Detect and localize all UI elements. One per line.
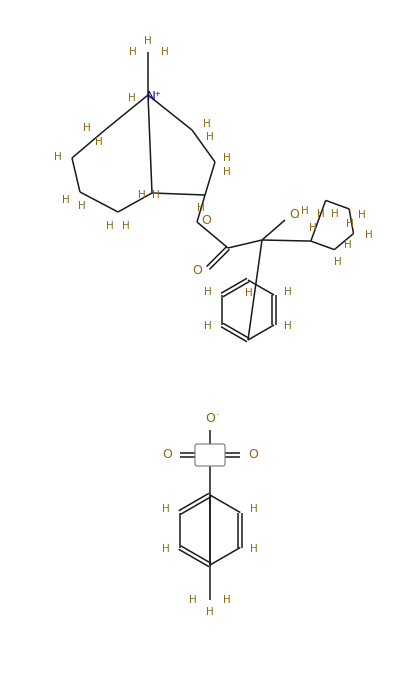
Text: H: H <box>317 210 324 220</box>
Text: H: H <box>344 239 352 249</box>
Text: H: H <box>78 201 86 211</box>
Text: H: H <box>144 36 152 46</box>
Text: H: H <box>309 223 317 233</box>
Text: H: H <box>358 210 366 220</box>
Text: H: H <box>162 504 170 514</box>
Text: H: H <box>284 287 292 297</box>
Text: O: O <box>205 412 215 425</box>
Text: H: H <box>206 607 214 617</box>
Text: H: H <box>152 190 160 200</box>
Text: H: H <box>346 219 354 229</box>
Text: H: H <box>364 230 372 239</box>
Text: H: H <box>206 132 214 142</box>
Text: H: H <box>301 206 309 216</box>
Text: H: H <box>138 190 146 200</box>
Text: H: H <box>250 544 258 554</box>
Text: H: H <box>197 203 205 213</box>
Text: H: H <box>122 221 130 231</box>
Text: H: H <box>106 221 114 231</box>
Text: ·: · <box>297 213 300 223</box>
Text: H: H <box>203 119 211 129</box>
Text: O: O <box>192 264 202 278</box>
Text: O: O <box>201 214 211 228</box>
Text: H: H <box>250 504 258 514</box>
Text: H: H <box>83 123 91 133</box>
Text: H: H <box>223 153 231 163</box>
Text: H: H <box>95 137 103 147</box>
Text: H: H <box>204 321 212 331</box>
Text: H: H <box>62 195 70 205</box>
Text: H: H <box>204 287 212 297</box>
Text: O: O <box>289 208 299 222</box>
Text: H: H <box>189 595 197 605</box>
FancyBboxPatch shape <box>195 444 225 466</box>
Text: H: H <box>54 152 62 162</box>
Text: H: H <box>162 544 170 554</box>
Text: H: H <box>331 210 339 220</box>
Text: ·: · <box>216 410 220 420</box>
Text: H: H <box>245 288 253 298</box>
Text: H: H <box>223 595 231 605</box>
Text: O: O <box>162 448 172 462</box>
Text: O: O <box>248 448 258 462</box>
Text: S: S <box>206 448 214 462</box>
Text: H: H <box>129 47 137 57</box>
Text: H: H <box>161 47 169 57</box>
Text: H: H <box>334 257 342 266</box>
Text: H: H <box>223 167 231 177</box>
Text: H: H <box>284 321 292 331</box>
Text: N⁺: N⁺ <box>146 89 161 103</box>
Text: H: H <box>128 93 136 103</box>
